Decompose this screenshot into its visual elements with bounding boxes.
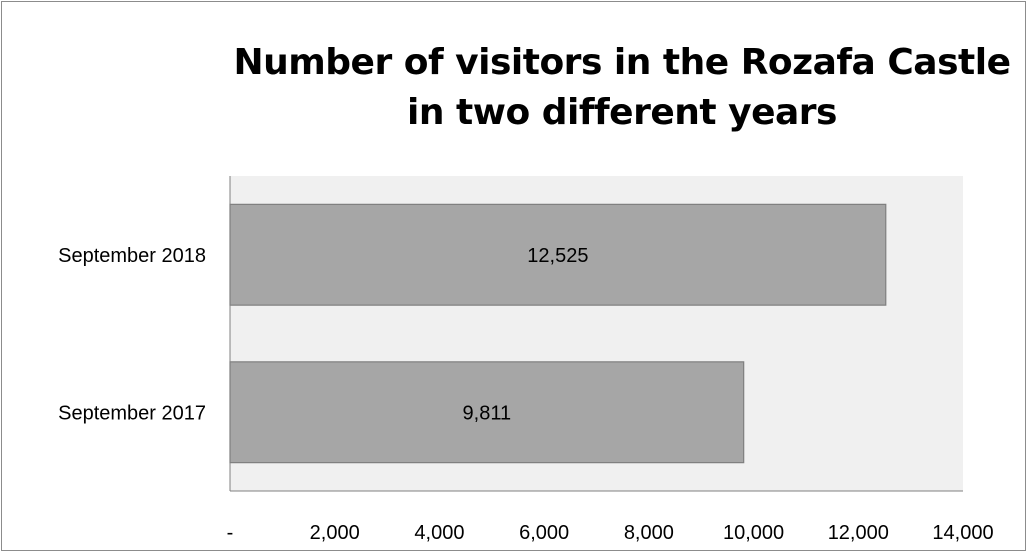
chart-title-line-2: in two different years [407, 92, 837, 133]
data-label-september-2018: 12,525 [527, 245, 588, 267]
x-tick-label-5: 10,000 [723, 522, 784, 544]
data-label-september-2017: 9,811 [463, 402, 512, 424]
chart-title-line-1: Number of visitors in the Rozafa Castle [233, 42, 1011, 83]
category-label-september-2018: September 2018 [58, 245, 206, 267]
x-tick-label-4: 8,000 [624, 522, 674, 544]
x-tick-label-7: 14,000 [932, 522, 993, 544]
bar-september-2018 [229, 203, 887, 306]
x-tick-label-0: - [227, 522, 234, 544]
bars-layer [229, 203, 887, 464]
bar-september-2017 [229, 361, 745, 464]
category-label-september-2017: September 2017 [58, 402, 206, 424]
x-tick-label-2: 4,000 [414, 522, 464, 544]
chart-title: Number of visitors in the Rozafa Castle … [202, 38, 1025, 138]
x-tick-label-6: 12,000 [828, 522, 889, 544]
x-tick-label-1: 2,000 [310, 522, 360, 544]
x-tick-label-3: 6,000 [519, 522, 569, 544]
labels-layer: 12,525 September 2018 9,811 September 2017 -… [58, 245, 993, 544]
